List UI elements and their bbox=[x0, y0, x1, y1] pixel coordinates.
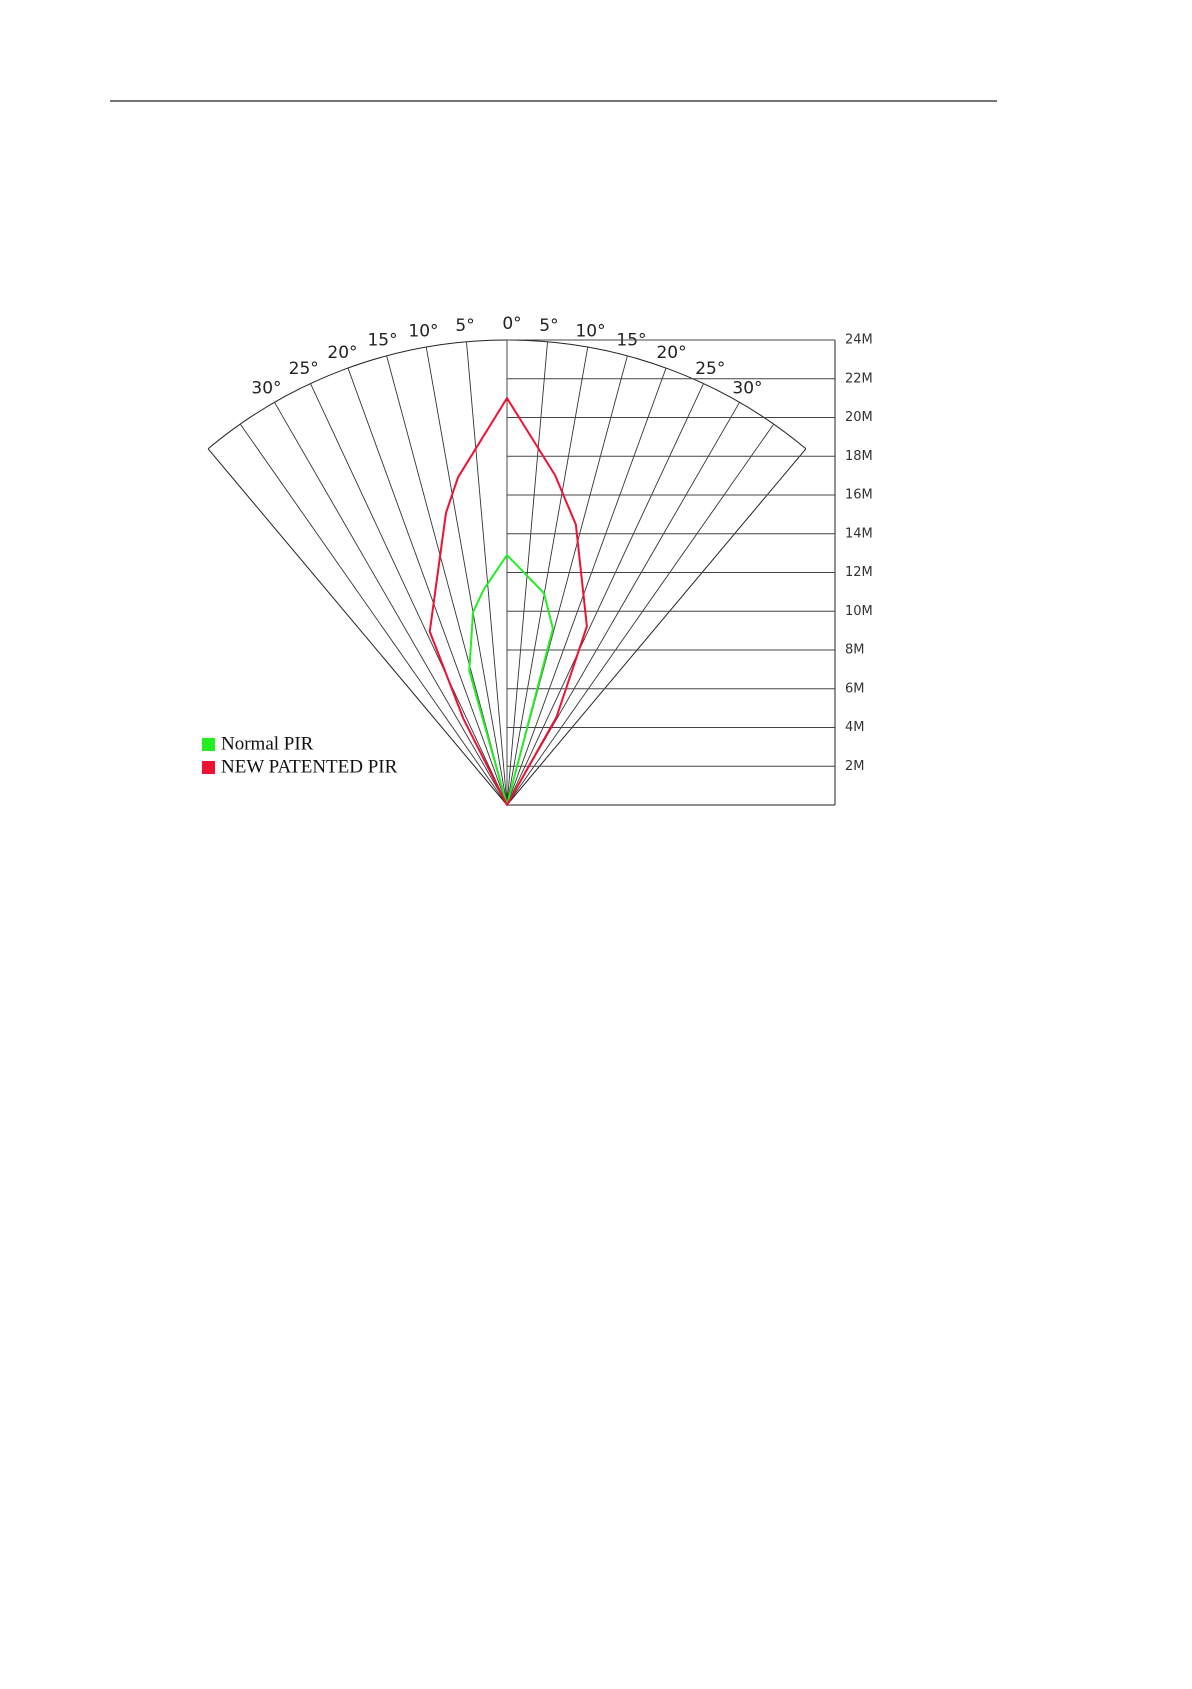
y-tick-label: 14M bbox=[845, 526, 873, 541]
fan-edge bbox=[207, 448, 508, 806]
y-tick-label: 2M bbox=[845, 759, 865, 774]
angle-label: 10° bbox=[575, 321, 605, 341]
angle-label: 15° bbox=[367, 330, 397, 350]
legend-swatch bbox=[202, 761, 215, 774]
angle-ray bbox=[310, 383, 508, 806]
angle-label: 5° bbox=[539, 316, 558, 336]
y-tick-label: 8M bbox=[845, 643, 865, 658]
y-tick-label: 22M bbox=[845, 371, 873, 386]
angle-label: 10° bbox=[408, 321, 438, 341]
legend-label: NEW PATENTED PIR bbox=[221, 756, 398, 777]
angle-ray bbox=[506, 383, 704, 806]
y-tick-label: 10M bbox=[845, 604, 873, 619]
angle-label: 25° bbox=[695, 359, 725, 379]
angle-label: 0° bbox=[502, 314, 521, 334]
angle-ray bbox=[506, 346, 589, 806]
y-tick-label: 24M bbox=[845, 333, 873, 348]
angle-label: 5° bbox=[455, 316, 474, 336]
y-tick-label: 6M bbox=[845, 681, 865, 696]
angle-ray bbox=[425, 346, 508, 806]
detection-pattern bbox=[428, 397, 588, 806]
angle-ray bbox=[466, 341, 508, 806]
detection-pattern bbox=[468, 554, 554, 806]
angle-ray bbox=[347, 367, 508, 806]
legend-label: Normal PIR bbox=[221, 733, 314, 754]
angle-label: 25° bbox=[289, 359, 319, 379]
angle-ray bbox=[506, 341, 548, 806]
angle-label: 20° bbox=[656, 343, 686, 363]
angle-label: 30° bbox=[251, 378, 281, 398]
angle-ray bbox=[506, 367, 667, 806]
angle-ray bbox=[506, 423, 775, 806]
y-tick-label: 16M bbox=[845, 488, 873, 503]
fan-edge bbox=[506, 448, 807, 806]
angle-label: 30° bbox=[732, 378, 762, 398]
angle-label: 20° bbox=[327, 343, 357, 363]
y-tick-label: 12M bbox=[845, 565, 873, 580]
y-tick-label: 20M bbox=[845, 410, 873, 425]
angle-ray bbox=[274, 402, 508, 806]
angle-ray bbox=[239, 423, 508, 806]
legend-swatch bbox=[202, 738, 215, 751]
y-tick-label: 18M bbox=[845, 449, 873, 464]
y-tick-label: 4M bbox=[845, 720, 865, 735]
